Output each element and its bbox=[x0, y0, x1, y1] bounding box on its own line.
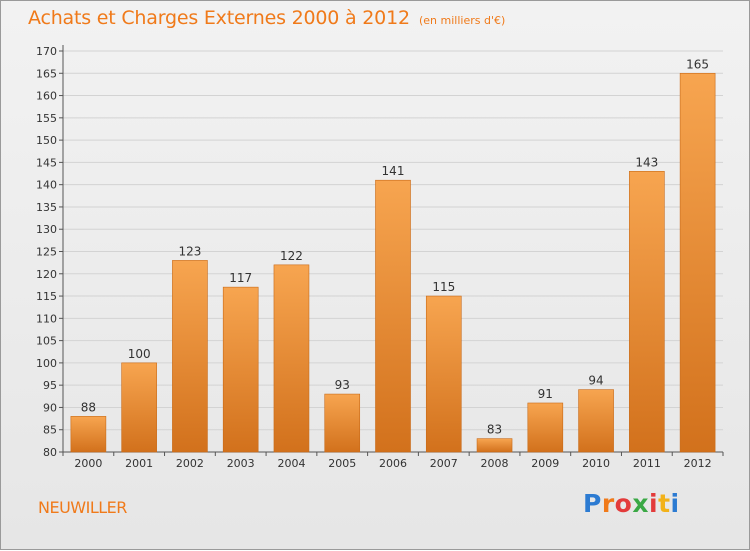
data-labels: 88 100 123 117 122 93 141 115 83 91 94 143 165 bbox=[81, 57, 709, 436]
proxiti-logo[interactable]: Proxiti bbox=[583, 489, 680, 518]
bar bbox=[629, 171, 665, 453]
x-tick-label: 2008 bbox=[481, 457, 509, 470]
logo-letter: P bbox=[583, 489, 602, 518]
logo-letter: o bbox=[614, 489, 633, 518]
y-tick-label: 85 bbox=[43, 424, 57, 437]
commune-name: NEUWILLER bbox=[38, 498, 127, 517]
x-tick-label: 2009 bbox=[531, 457, 559, 470]
x-tick-label: 2012 bbox=[684, 457, 712, 470]
logo-letter: i bbox=[649, 489, 659, 518]
data-label: 115 bbox=[432, 280, 455, 294]
y-tick-label: 160 bbox=[36, 90, 57, 103]
logo-letter: x bbox=[632, 489, 649, 518]
y-tick-label: 155 bbox=[36, 112, 57, 125]
data-label: 88 bbox=[81, 400, 96, 414]
logo-letter: t bbox=[658, 489, 671, 518]
bar bbox=[425, 295, 462, 453]
bar bbox=[375, 179, 411, 453]
y-tick-label: 105 bbox=[36, 335, 57, 348]
data-label: 117 bbox=[229, 271, 252, 285]
bar bbox=[527, 402, 564, 453]
logo-letter: i bbox=[670, 489, 680, 518]
bar bbox=[70, 416, 107, 453]
bar bbox=[273, 264, 310, 453]
x-tick-label: 2011 bbox=[633, 457, 661, 470]
y-tick-label: 135 bbox=[36, 201, 57, 214]
bar bbox=[121, 362, 157, 453]
data-label: 91 bbox=[538, 387, 553, 401]
data-label: 143 bbox=[635, 155, 658, 169]
x-tick-label: 2006 bbox=[379, 457, 407, 470]
y-tick-label: 130 bbox=[36, 223, 57, 236]
logo-letter: r bbox=[601, 489, 615, 518]
data-label: 141 bbox=[382, 164, 405, 178]
bar bbox=[476, 438, 513, 453]
x-tick-label: 2000 bbox=[74, 457, 102, 470]
data-label: 123 bbox=[178, 244, 201, 258]
axes: 80 85 90 95 100 105 110 115 120 125 130 135 140 145 15… bbox=[36, 45, 724, 470]
data-label: 93 bbox=[335, 378, 350, 392]
x-tick-label: 2010 bbox=[582, 457, 610, 470]
data-label: 83 bbox=[487, 423, 502, 437]
bar bbox=[679, 72, 716, 453]
y-tick-label: 125 bbox=[36, 246, 57, 259]
bar bbox=[222, 286, 259, 453]
y-tick-label: 120 bbox=[36, 268, 57, 281]
data-label: 122 bbox=[280, 249, 303, 263]
x-tick-label: 2002 bbox=[176, 457, 204, 470]
x-tick-label: 2005 bbox=[328, 457, 356, 470]
data-label: 100 bbox=[128, 347, 151, 361]
bar bbox=[324, 393, 361, 453]
data-label: 94 bbox=[588, 374, 603, 388]
y-tick-label: 80 bbox=[43, 446, 57, 459]
chart-title: Achats et Charges Externes 2000 à 2012 bbox=[28, 7, 410, 29]
bars bbox=[70, 72, 716, 453]
bar bbox=[172, 260, 208, 453]
y-tick-label: 90 bbox=[43, 401, 57, 414]
data-label: 165 bbox=[686, 57, 709, 71]
y-tick-label: 170 bbox=[36, 45, 57, 58]
y-tick-label: 115 bbox=[36, 290, 57, 303]
x-tick-label: 2007 bbox=[430, 457, 458, 470]
y-tick-label: 145 bbox=[36, 156, 57, 169]
y-tick-label: 95 bbox=[43, 379, 57, 392]
y-tick-label: 110 bbox=[36, 312, 57, 325]
x-tick-label: 2003 bbox=[227, 457, 255, 470]
y-tick-label: 140 bbox=[36, 179, 57, 192]
x-tick-label: 2004 bbox=[277, 457, 305, 470]
chart-subtitle: (en milliers d'€) bbox=[419, 14, 506, 27]
bar bbox=[578, 389, 614, 453]
y-tick-label: 165 bbox=[36, 67, 57, 80]
y-tick-label: 100 bbox=[36, 357, 57, 370]
y-tick-label: 150 bbox=[36, 134, 57, 147]
x-tick-label: 2001 bbox=[125, 457, 153, 470]
